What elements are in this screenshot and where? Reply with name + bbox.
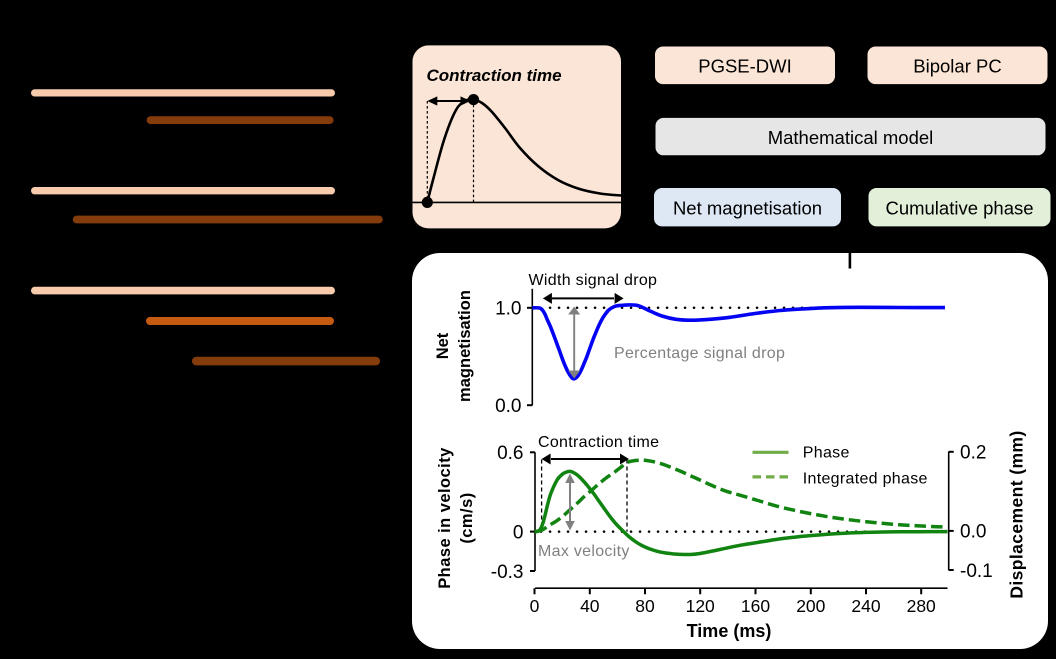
svg-text:Mathematical model: Mathematical model: [768, 127, 934, 148]
svg-text:Contraction time: Contraction time: [538, 434, 659, 451]
svg-text:Phase in velocity: Phase in velocity: [436, 447, 454, 589]
svg-text:Bipolar PC: Bipolar PC: [913, 56, 1001, 77]
svg-text:magnetisation: magnetisation: [456, 290, 474, 402]
svg-text:0: 0: [513, 522, 524, 543]
svg-text:Phase: Phase: [803, 444, 850, 461]
svg-text:40: 40: [580, 596, 600, 616]
svg-text:Integrated phase: Integrated phase: [803, 471, 928, 488]
svg-text:240: 240: [851, 596, 880, 616]
svg-text:0: 0: [530, 596, 540, 616]
svg-text:Net magnetisation: Net magnetisation: [673, 197, 822, 218]
svg-text:-0.3: -0.3: [491, 562, 524, 583]
svg-text:Width signal drop: Width signal drop: [529, 272, 658, 289]
svg-text:280: 280: [907, 596, 936, 616]
svg-text:0.0: 0.0: [960, 522, 986, 543]
svg-text:Cumulative phase: Cumulative phase: [885, 197, 1033, 218]
svg-text:Time (ms): Time (ms): [687, 621, 772, 641]
svg-text:Percentage signal drop: Percentage signal drop: [614, 345, 785, 362]
svg-text:Displacement (mm): Displacement (mm): [1007, 430, 1027, 598]
svg-text:(cm/s): (cm/s): [458, 492, 476, 543]
svg-text:Net: Net: [434, 332, 452, 359]
svg-text:Contraction time: Contraction time: [427, 66, 562, 85]
svg-text:80: 80: [635, 596, 655, 616]
svg-text:0.0: 0.0: [495, 396, 521, 417]
svg-text:-0.1: -0.1: [960, 561, 993, 582]
svg-text:PGSE-DWI: PGSE-DWI: [698, 56, 792, 77]
svg-text:1.0: 1.0: [495, 299, 521, 320]
svg-text:Max velocity: Max velocity: [538, 543, 630, 560]
svg-text:120: 120: [686, 596, 715, 616]
svg-text:160: 160: [741, 596, 770, 616]
svg-text:200: 200: [796, 596, 825, 616]
svg-text:0.2: 0.2: [960, 443, 986, 464]
svg-text:0.6: 0.6: [497, 443, 523, 464]
